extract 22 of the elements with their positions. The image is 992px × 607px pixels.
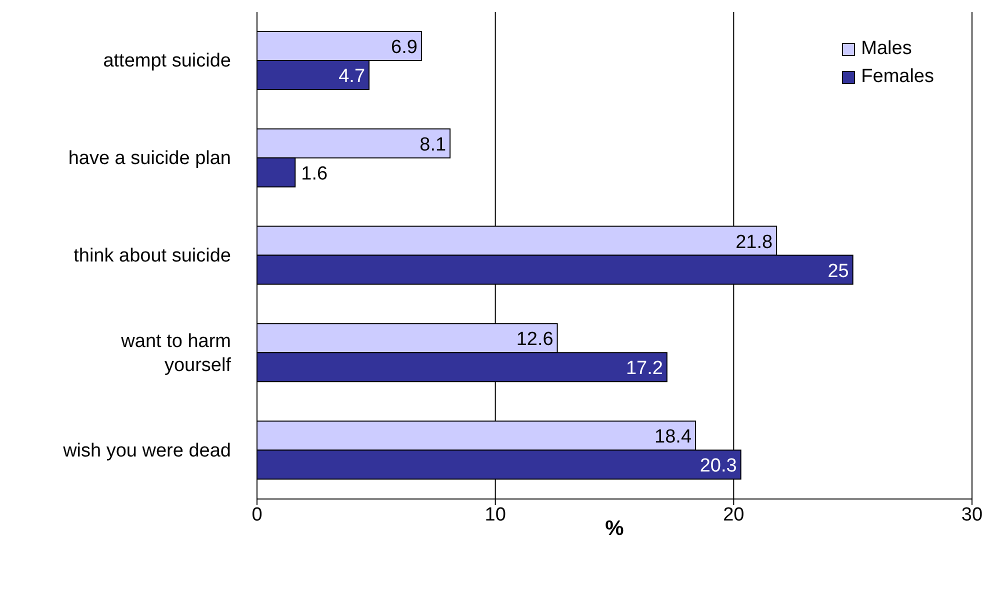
legend-label: Males bbox=[861, 38, 912, 60]
data-label: 17.2 bbox=[626, 358, 663, 380]
data-label: 25 bbox=[828, 260, 849, 282]
x-tick-label: 30 bbox=[961, 504, 983, 526]
x-tick-label: 0 bbox=[252, 504, 262, 526]
y-tick-label: think about suicide bbox=[74, 246, 231, 266]
data-label: 21.8 bbox=[736, 232, 773, 253]
data-label: 1.6 bbox=[301, 163, 328, 184]
y-tick-label: wish you were dead bbox=[62, 440, 231, 462]
data-label: 8.1 bbox=[420, 134, 446, 156]
x-tick-label: 10 bbox=[484, 504, 506, 526]
x-axis-title: % bbox=[605, 517, 624, 540]
data-label: 20.3 bbox=[700, 456, 737, 477]
legend-label: Females bbox=[861, 66, 934, 88]
data-label: 18.4 bbox=[654, 426, 692, 448]
y-tick-label: have a suicide plan bbox=[68, 148, 231, 170]
y-tick-label: want to harm yourself bbox=[120, 330, 232, 376]
data-label: 12.6 bbox=[516, 329, 554, 350]
x-tick-label: 20 bbox=[723, 504, 744, 526]
data-label: 4.7 bbox=[338, 66, 366, 87]
data-label: 6.9 bbox=[391, 36, 418, 58]
y-tick-label: attempt suicide bbox=[103, 50, 231, 72]
